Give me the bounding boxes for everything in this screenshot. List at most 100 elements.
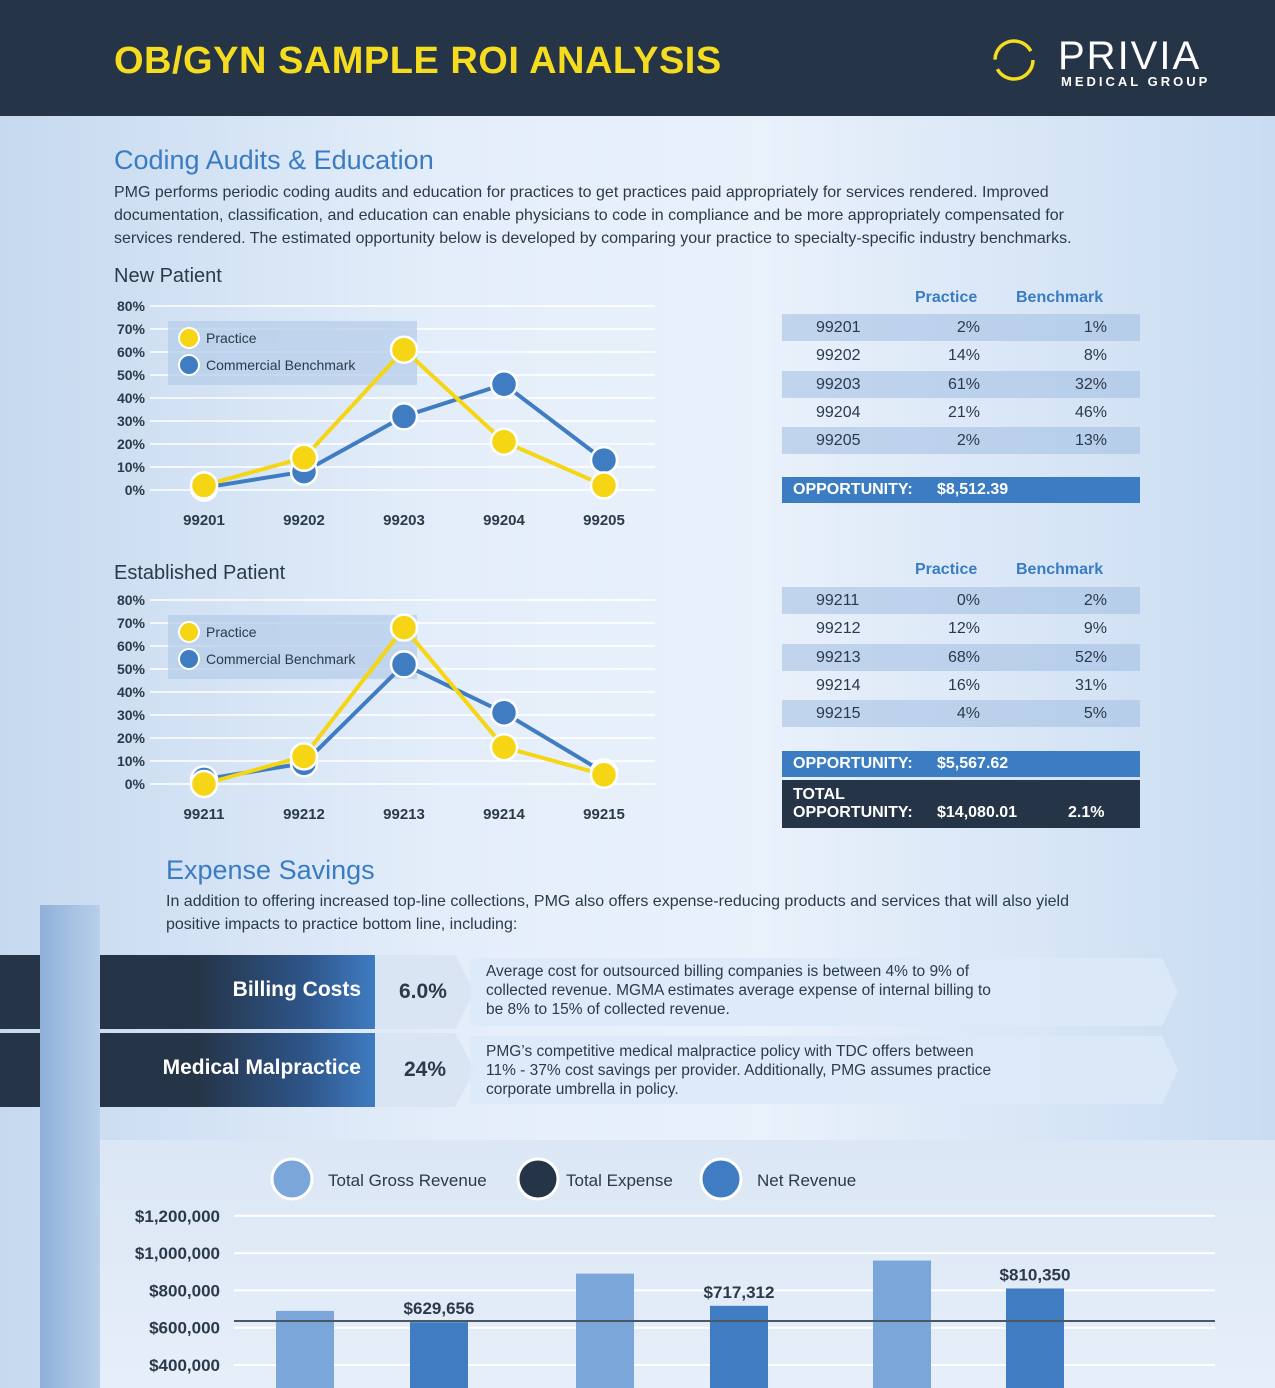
opportunity-label: OPPORTUNITY: bbox=[793, 481, 913, 498]
y-tick-label: 10% bbox=[117, 459, 146, 475]
cpt-code: 99213 bbox=[816, 648, 861, 666]
legend-label: Practice bbox=[206, 624, 257, 640]
logo-subtitle: MEDICAL GROUP bbox=[1061, 74, 1211, 89]
chart-title-new-patient: New Patient bbox=[114, 265, 222, 287]
benchmark-value: 9% bbox=[1083, 620, 1107, 638]
legend-label: Commercial Benchmark bbox=[206, 357, 356, 373]
billing-costs-band bbox=[100, 955, 375, 1029]
cpt-code: 99212 bbox=[816, 620, 861, 638]
benchmark-value: 32% bbox=[1074, 375, 1107, 393]
billing-costs-label: Billing Costs bbox=[232, 978, 361, 1001]
x-tick-label: 99211 bbox=[184, 806, 225, 823]
y-tick-label: $1,200,000 bbox=[135, 1207, 220, 1226]
practice-value: 2% bbox=[956, 319, 980, 336]
y-tick-label: 30% bbox=[117, 707, 146, 723]
y-tick-label: 20% bbox=[117, 436, 146, 452]
table-row: 99215 4% 5% bbox=[782, 700, 1140, 728]
benchmark-value: 31% bbox=[1074, 676, 1107, 694]
opportunity-value: $8,512.39 bbox=[937, 481, 1009, 498]
table-row: 99202 14% 8% bbox=[782, 342, 1140, 369]
y-tick-label: 70% bbox=[117, 615, 146, 631]
y-tick-label: $1,000,000 bbox=[135, 1244, 220, 1263]
expense-line: In addition to offering increased top-li… bbox=[166, 893, 1070, 910]
total-percent: 2.1% bbox=[1068, 804, 1105, 821]
y-tick-label: 80% bbox=[117, 592, 146, 608]
table-header-benchmark: Benchmark bbox=[1016, 561, 1104, 578]
cpt-code: 99202 bbox=[816, 347, 861, 365]
desc-line: Average cost for outsourced billing comp… bbox=[486, 963, 970, 980]
total-label: TOTAL bbox=[793, 786, 845, 803]
benchmark-value: 2% bbox=[1083, 592, 1107, 609]
practice-value: 68% bbox=[947, 648, 980, 666]
page-title: OB/GYN SAMPLE ROI ANALYSIS bbox=[114, 40, 722, 82]
cpt-code: 99205 bbox=[816, 432, 861, 450]
table-row: 99212 12% 9% bbox=[782, 615, 1140, 642]
coding-line: PMG performs periodic coding audits and … bbox=[114, 184, 1049, 201]
data-point bbox=[189, 471, 219, 500]
data-point bbox=[389, 402, 419, 431]
decorative-vertical-bar bbox=[40, 905, 100, 1388]
desc-line: be 8% to 15% of collected revenue. bbox=[486, 1001, 730, 1018]
gross-revenue-bar bbox=[873, 1260, 931, 1388]
table-row: 99205 2% 13% bbox=[782, 427, 1140, 455]
cpt-code: 99203 bbox=[816, 375, 861, 393]
data-point bbox=[489, 732, 519, 762]
net-revenue-label: $810,350 bbox=[1000, 1265, 1071, 1284]
benchmark-value: 1% bbox=[1083, 319, 1107, 336]
data-point bbox=[289, 443, 319, 473]
band-stub bbox=[0, 955, 40, 1029]
table-row: 99203 61% 32% bbox=[782, 370, 1140, 398]
series-line bbox=[203, 381, 606, 490]
expense-line: positive impacts to practice bottom line… bbox=[166, 916, 518, 933]
practice-value: 21% bbox=[947, 403, 980, 421]
coding-line: documentation, classification, and educa… bbox=[114, 207, 1064, 224]
header-bar bbox=[0, 0, 1275, 116]
table-row: 99201 2% 1% bbox=[782, 314, 1140, 341]
section-title-expense: Expense Savings bbox=[166, 855, 375, 885]
data-point bbox=[489, 698, 519, 727]
data-point bbox=[289, 742, 319, 771]
opportunity-label: OPPORTUNITY: bbox=[793, 755, 913, 772]
data-point bbox=[489, 369, 519, 399]
table-row: 99214 16% 31% bbox=[782, 672, 1140, 699]
logo-name: PRIVIA bbox=[1058, 34, 1202, 78]
legend-label: Net Revenue bbox=[757, 1171, 856, 1190]
malpractice-pct: 24% bbox=[404, 1058, 447, 1081]
cpt-code: 99215 bbox=[816, 705, 861, 723]
opportunity-bar-new: OPPORTUNITY: $8,512.39 bbox=[782, 477, 1140, 503]
x-tick-label: 99204 bbox=[483, 512, 525, 529]
net-revenue-bar bbox=[410, 1322, 468, 1388]
y-tick-label: 40% bbox=[117, 390, 146, 406]
cpt-code: 99201 bbox=[816, 319, 861, 336]
chevron-right-icon bbox=[455, 955, 475, 1029]
benchmark-value: 46% bbox=[1074, 403, 1107, 421]
legend-marker bbox=[178, 327, 200, 349]
table-row: 99211 0% 2% bbox=[782, 587, 1140, 614]
total-label-2: OPPORTUNITY: bbox=[793, 804, 913, 821]
band-stub bbox=[0, 1033, 40, 1107]
malpractice-band bbox=[100, 1033, 375, 1107]
gross-revenue-bar bbox=[576, 1273, 634, 1388]
coding-paragraph: PMG performs periodic coding audits and … bbox=[114, 181, 1174, 250]
practice-value: 12% bbox=[947, 620, 980, 638]
x-tick-label: 99205 bbox=[583, 512, 625, 529]
legend-label: Total Gross Revenue bbox=[328, 1171, 487, 1190]
cpt-code: 99214 bbox=[816, 676, 861, 694]
malpractice-pct-box bbox=[375, 1033, 455, 1107]
opportunity-value: $5,567.62 bbox=[937, 755, 1009, 772]
benchmark-value: 5% bbox=[1083, 705, 1107, 723]
desc-line: 11% - 37% cost savings per provider. Add… bbox=[486, 1062, 992, 1079]
desc-line: corporate umbrella in policy. bbox=[486, 1081, 679, 1098]
practice-value: 4% bbox=[956, 705, 980, 723]
legend-marker bbox=[178, 621, 200, 643]
legend-marker bbox=[178, 648, 200, 670]
opportunity-bar-established: OPPORTUNITY: $5,567.62 bbox=[782, 751, 1140, 777]
y-tick-label: 0% bbox=[125, 776, 146, 792]
practice-value: 2% bbox=[956, 432, 980, 450]
benchmark-value: 13% bbox=[1074, 432, 1107, 450]
billing-costs-description: Average cost for outsourced billing comp… bbox=[486, 962, 991, 1019]
billing-costs-pct: 6.0% bbox=[399, 980, 447, 1003]
legend-box bbox=[168, 615, 417, 679]
chevron-right-icon bbox=[455, 1033, 475, 1107]
malpractice-label: Medical Malpractice bbox=[162, 1056, 361, 1079]
